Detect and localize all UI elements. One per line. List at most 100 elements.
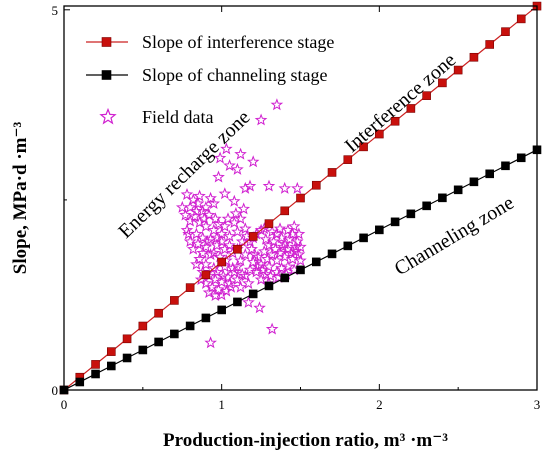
interference-marker-13 — [264, 219, 274, 228]
interference-marker-27 — [485, 40, 495, 49]
field-data-point-48 — [199, 276, 213, 289]
y-tick-label-1: 5 — [52, 3, 59, 18]
field-data-point-103 — [223, 276, 236, 290]
field-data-point-3 — [220, 142, 233, 155]
channeling-marker-6 — [154, 337, 163, 347]
interference-marker-28 — [501, 27, 510, 36]
field-data-point-51 — [202, 286, 216, 299]
interference-marker-2 — [91, 360, 100, 369]
field-data-point-151 — [204, 191, 217, 204]
field-data-point-131 — [265, 322, 279, 335]
field-data-point-39 — [186, 242, 200, 255]
field-data-point-8 — [212, 170, 225, 183]
field-data-point-24 — [179, 208, 192, 221]
field-data-point-35 — [183, 235, 197, 248]
field-data-point-31 — [180, 223, 194, 236]
channeling-marker-12 — [248, 289, 258, 299]
field-data-point-60 — [234, 254, 247, 267]
field-data-point-29 — [199, 219, 213, 232]
field-data-point-126 — [175, 200, 189, 213]
field-data-point-130 — [253, 301, 266, 314]
field-data-point-9 — [239, 181, 252, 194]
channeling-marker-27 — [485, 169, 495, 179]
field-data-point-6 — [231, 162, 244, 175]
x-tick-label-1: 1 — [218, 397, 225, 412]
channeling-marker-29 — [516, 153, 526, 163]
field-data-point-135 — [235, 267, 249, 280]
field-data-point-144 — [289, 240, 303, 253]
interference-marker-18 — [343, 155, 353, 164]
channeling-marker-13 — [264, 281, 274, 291]
field-data-point-145 — [292, 247, 306, 261]
axes: 0 1 2 3 0 5 Production-injection ratio, m³ ·m⁻… — [10, 3, 540, 451]
field-data-point-83 — [291, 235, 304, 248]
field-data-point-142 — [276, 240, 290, 253]
field-data-point-0 — [270, 98, 284, 111]
field-data-point-53 — [215, 288, 228, 301]
field-data-point-91 — [246, 255, 260, 268]
field-data-point-77 — [267, 235, 280, 248]
legend: Slope of interference stage Slope of chan… — [86, 32, 334, 127]
legend-label-1: Slope of channeling stage — [142, 65, 327, 85]
channeling-marker-26 — [469, 177, 479, 187]
channeling-marker-24 — [438, 193, 447, 203]
channeling-marker-5 — [138, 345, 148, 355]
field-data-point-79 — [275, 231, 288, 244]
field-data-point-118 — [235, 235, 249, 248]
interference-marker-25 — [453, 65, 463, 75]
field-data-point-28 — [193, 216, 206, 229]
field-data-point-150 — [193, 189, 206, 202]
channeling-marker-28 — [501, 161, 510, 171]
field-data-point-154 — [264, 269, 277, 282]
legend-marker-2 — [99, 107, 117, 125]
legend-marker-1 — [101, 70, 112, 80]
field-data-point-4 — [213, 151, 227, 164]
field-data-point-148 — [229, 206, 243, 219]
interference-marker-3 — [107, 347, 116, 356]
channeling-marker-3 — [107, 361, 116, 371]
field-data-point-98 — [243, 263, 257, 276]
field-data-point-125 — [292, 227, 306, 240]
channeling-marker-22 — [406, 209, 416, 219]
field-data-point-136 — [210, 265, 224, 278]
field-data-point-93 — [262, 260, 276, 273]
interference-marker-5 — [138, 321, 148, 331]
field-data-point-97 — [294, 254, 307, 267]
field-data-point-143 — [284, 246, 298, 259]
channeling-marker-7 — [170, 329, 179, 339]
x-tick-label-3: 3 — [534, 397, 541, 412]
zone-label-2: Channeling zone — [391, 192, 518, 280]
field-data-point-20 — [207, 197, 221, 210]
field-data-point-16 — [180, 187, 194, 200]
field-data-point-146 — [212, 217, 225, 230]
field-data-point-94 — [270, 254, 284, 267]
interference-marker-26 — [469, 52, 479, 62]
field-data-point-88 — [265, 247, 279, 261]
x-tick-label-0: 0 — [61, 397, 68, 412]
interference-marker-14 — [280, 206, 290, 216]
field-data-point-52 — [209, 289, 222, 302]
x-axis-title: Production-injection ratio, m³ ·m⁻³ — [163, 430, 448, 451]
channeling-marker-14 — [280, 273, 290, 283]
field-data-point-133 — [242, 295, 255, 308]
legend-marker-0 — [101, 37, 112, 47]
field-data-point-64 — [215, 235, 228, 248]
interference-marker-10 — [217, 257, 226, 267]
channeling-marker-16 — [311, 257, 321, 267]
field-data-point-18 — [191, 197, 205, 210]
field-data-point-81 — [283, 232, 296, 245]
channeling-marker-18 — [343, 241, 353, 251]
channeling-marker-1 — [75, 377, 85, 387]
channeling-marker-2 — [91, 369, 100, 379]
field-data-point-36 — [191, 237, 205, 250]
field-data-point-42 — [193, 252, 206, 265]
interference-marker-17 — [327, 168, 337, 177]
channeling-marker-25 — [453, 185, 463, 195]
interference-marker-15 — [296, 193, 305, 203]
interference-marker-29 — [516, 14, 526, 24]
zone-label-1: Interference zone — [341, 49, 461, 157]
interference-marker-11 — [233, 244, 242, 254]
field-data-point-47 — [209, 273, 222, 286]
channeling-marker-19 — [359, 233, 368, 243]
field-data-point-113 — [218, 242, 232, 255]
